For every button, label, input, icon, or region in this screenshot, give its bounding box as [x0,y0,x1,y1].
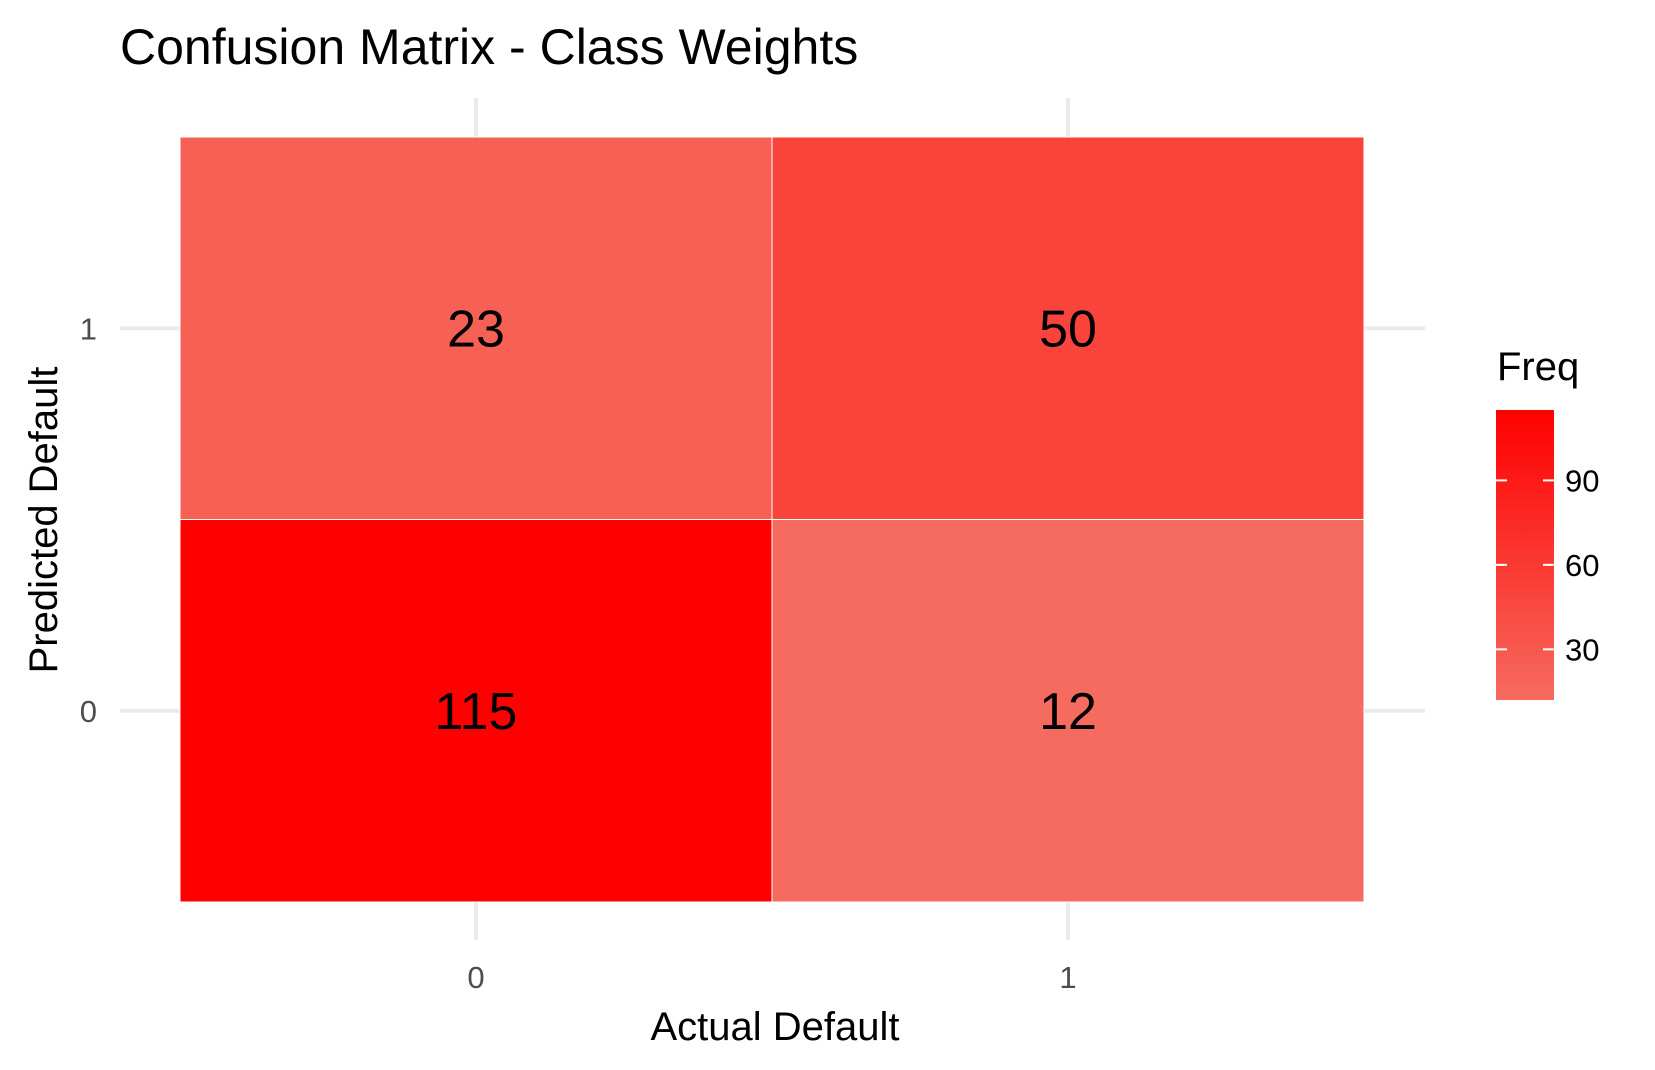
y-tick-label: 0 [80,694,97,729]
legend-tick-label: 30 [1565,632,1599,667]
x-axis-title: Actual Default [650,1005,899,1049]
legend-title: Freq [1497,345,1579,389]
cell-value-label: 12 [1039,683,1097,741]
y-tick-label: 1 [80,311,97,346]
legend-ticks: 30 60 90 [1496,463,1599,667]
x-tick-label: 0 [467,960,484,995]
cell-value-label: 23 [447,300,505,358]
legend-tick-label: 90 [1565,463,1599,498]
cell-labels: 23 50 115 12 [435,300,1097,741]
legend-colorbar [1496,410,1554,700]
cell-value-label: 50 [1039,300,1097,358]
y-axis-title: Predicted Default [22,367,66,674]
heatmap-cell [771,519,1365,903]
heatmap-cell [179,519,773,903]
legend: Freq 30 60 90 [1496,345,1599,700]
legend-tick-label: 60 [1565,548,1599,583]
chart-title: Confusion Matrix - Class Weights [120,19,858,75]
cell-value-label: 115 [435,683,518,741]
y-axis-ticks: 01 [80,311,97,729]
x-tick-label: 1 [1059,960,1076,995]
heatmap-cells [179,136,1365,903]
heatmap-cell [179,136,773,520]
